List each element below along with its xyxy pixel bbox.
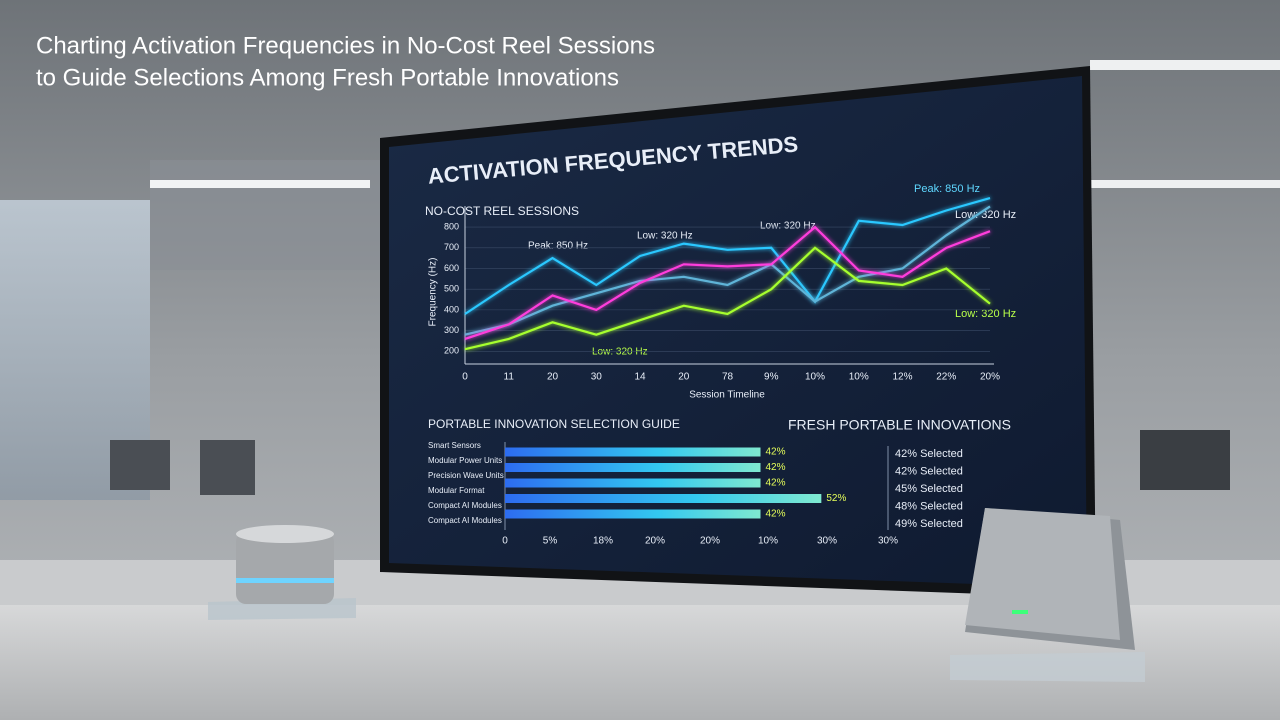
row-label: Smart Sensors <box>428 441 481 450</box>
bar <box>505 494 822 503</box>
y-tick-label: 300 <box>444 325 459 335</box>
side-title: FRESH PORTABLE INNOVATIONS <box>788 417 1011 433</box>
annotation: Low: 320 Hz <box>592 347 648 358</box>
screen <box>389 76 1087 588</box>
headline: Charting Activation Frequencies in No-Co… <box>36 32 655 59</box>
x-tick-label: 30% <box>817 536 837 547</box>
bar <box>505 463 761 472</box>
y-tick-label: 700 <box>444 242 459 252</box>
selected-label: 49% Selected <box>895 518 963 530</box>
bar-chart-title: PORTABLE INNOVATION SELECTION GUIDE <box>428 417 680 431</box>
annotation: Low: 320 Hz <box>760 221 816 232</box>
row-label: Modular Format <box>428 486 485 495</box>
x-tick-label: 10% <box>805 372 825 383</box>
ceiling-light <box>1090 60 1280 70</box>
x-tick-label: 0 <box>502 536 508 547</box>
x-tick-label: 20% <box>645 536 665 547</box>
series-line <box>464 197 991 315</box>
annotation: Low: 320 Hz <box>955 209 1016 221</box>
value-label: 52% <box>826 493 846 504</box>
y-axis-label: Frequency (Hz) <box>428 258 439 327</box>
value-label: 42% <box>766 509 786 520</box>
ceiling-light <box>150 180 370 188</box>
x-tick-label: 30 <box>591 372 603 383</box>
x-tick-label: 78 <box>722 372 734 383</box>
bar <box>505 447 761 457</box>
x-tick-label: 11 <box>504 372 515 383</box>
x-tick-label: 20 <box>678 372 690 383</box>
x-tick-label: 30% <box>878 536 898 547</box>
background-monitor <box>1140 430 1230 490</box>
ceiling-light <box>1090 180 1280 188</box>
selected-label: 42% Selected <box>895 465 963 477</box>
speaker-light <box>236 578 334 583</box>
background-chair <box>110 440 170 490</box>
value-label: 42% <box>766 447 786 458</box>
device-light <box>1012 610 1028 614</box>
x-tick-label: 20% <box>700 536 720 547</box>
bar <box>505 509 761 519</box>
x-tick-label: 10% <box>758 536 778 547</box>
selected-label: 48% Selected <box>895 500 963 512</box>
row-label: Precision Wave Units <box>428 471 504 480</box>
x-tick-label: 5% <box>543 536 558 547</box>
x-tick-label: 22% <box>936 372 956 383</box>
y-tick-label: 600 <box>444 263 459 273</box>
selected-label: 42% Selected <box>895 448 963 460</box>
annotation: Peak: 850 Hz <box>914 183 980 195</box>
bar <box>505 478 761 488</box>
annotation: Low: 320 Hz <box>637 231 693 242</box>
series-line <box>464 225 991 340</box>
annotation: Low: 320 Hz <box>955 308 1016 320</box>
series-line <box>464 205 991 336</box>
series-line <box>464 246 991 351</box>
device-face <box>965 508 1120 640</box>
y-tick-label: 400 <box>444 304 459 314</box>
value-label: 42% <box>766 462 786 473</box>
x-tick-label: 20% <box>980 372 1000 383</box>
chart-subtitle: NO-COST REEL SESSIONS <box>425 204 579 218</box>
row-label: Compact AI Modules <box>428 516 502 525</box>
y-tick-label: 200 <box>444 346 459 356</box>
table <box>0 600 1280 720</box>
x-axis-label: Session Timeline <box>689 390 765 401</box>
annotation: Peak: 850 Hz <box>528 241 588 252</box>
background-chair <box>200 440 255 495</box>
x-tick-label: 18% <box>593 536 613 547</box>
x-tick-label: 10% <box>849 372 869 383</box>
device-stand <box>950 652 1145 682</box>
speaker-top <box>236 525 334 543</box>
x-tick-label: 20 <box>547 372 559 383</box>
headline: to Guide Selections Among Fresh Portable… <box>36 64 619 91</box>
x-tick-label: 9% <box>764 372 779 383</box>
x-tick-label: 0 <box>462 372 468 383</box>
row-label: Modular Power Units <box>428 456 502 465</box>
selected-label: 45% Selected <box>895 483 963 495</box>
y-tick-label: 800 <box>444 221 459 231</box>
glass-wall <box>150 160 380 270</box>
y-tick-label: 500 <box>444 284 459 294</box>
x-tick-label: 14 <box>634 372 646 383</box>
value-label: 42% <box>766 478 786 489</box>
x-tick-label: 12% <box>892 372 912 383</box>
row-label: Compact AI Modules <box>428 501 502 510</box>
speaker <box>236 532 334 604</box>
